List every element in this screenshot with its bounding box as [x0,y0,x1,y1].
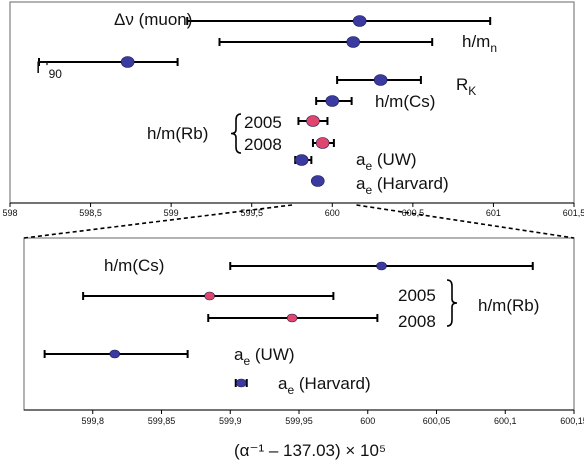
point-label: 2005 [398,286,436,305]
zoom-line-left [23,204,293,239]
point-label: 2005 [244,113,282,132]
x-axis-title: (α⁻¹ – 137.03) × 10⁵ [234,441,386,460]
data-point [352,15,367,27]
data-point [235,378,247,388]
data-point [120,56,135,68]
data-point [109,349,121,359]
point-label: Δν (muon) [114,10,192,29]
x-tick-label: 601,5 [563,208,584,218]
data-point [310,175,325,187]
zoom-connector [23,204,575,239]
x-tick-label: 599,85 [148,416,176,426]
zoom-line-right [356,204,575,239]
x-tick-label: 600,15 [560,416,584,426]
point-label: 2008 [244,135,282,154]
group-label: h/m(Rb) [478,296,539,315]
bottom-panel: 599,8 599,85 599,9 599,95 600 600,05 600,1 600,… [23,237,584,426]
group-brace [446,279,458,327]
x-tick-label: 599,8 [81,416,104,426]
data-point [204,291,215,301]
point-label: h/mn [462,32,497,55]
x-tick-label: 601 [486,208,501,218]
x-tick-label: 600 [360,416,375,426]
data-point [286,313,298,323]
point-label: Γ'90 [36,58,62,81]
group-brace [230,113,242,154]
data-point [376,261,387,271]
x-tick-label: 598 [2,208,17,218]
data-point [346,36,361,48]
x-tick-label: 600,05 [423,416,451,426]
data-point [306,115,320,127]
x-tick-label: 599 [164,208,179,218]
group-label: h/m(Rb) [147,124,208,143]
x-tick-label: 600 [325,208,340,218]
point-label: ae (UW) [356,150,417,173]
x-tick-label: 599,95 [285,416,313,426]
data-point [325,95,340,107]
point-label: ae (Harvard) [356,174,449,197]
point-label: 2008 [398,312,436,331]
point-label: ae (UW) [234,345,295,368]
point-label: ae (Harvard) [278,374,371,397]
x-tick-label: 599,5 [240,208,263,218]
x-tick-label: 598,5 [79,208,102,218]
point-label: h/m(Cs) [104,256,164,275]
x-tick-label: 600,1 [494,416,517,426]
x-tick-label: 599,9 [219,416,242,426]
data-point [294,154,309,166]
point-label: RK [456,75,476,98]
point-label: h/m(Cs) [375,92,435,111]
data-point [373,74,388,86]
data-point [315,137,330,149]
